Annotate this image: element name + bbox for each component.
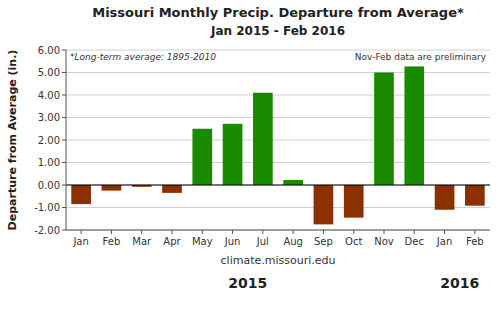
bar xyxy=(71,185,91,204)
bar xyxy=(374,73,394,186)
bar xyxy=(253,93,273,185)
bar xyxy=(192,129,212,185)
y-tick xyxy=(62,185,66,186)
grid-line xyxy=(66,50,490,51)
y-tick xyxy=(62,95,66,96)
x-axis xyxy=(66,230,490,231)
x-tick-label: Jun xyxy=(224,236,241,247)
grid-line xyxy=(66,185,490,186)
y-axis xyxy=(66,50,67,230)
x-tick xyxy=(202,230,203,234)
bar xyxy=(223,124,243,185)
y-axis-label: Departure from Average (in.) xyxy=(6,50,19,231)
y-tick xyxy=(62,117,66,118)
x-tick xyxy=(262,230,263,234)
annotation: *Long-term average: 1895-2010 xyxy=(70,52,216,62)
x-tick-label: Jan xyxy=(436,236,452,247)
bar xyxy=(314,185,334,224)
bar xyxy=(102,185,122,191)
grid-line xyxy=(66,230,490,231)
y-tick xyxy=(62,207,66,208)
x-tick xyxy=(323,230,324,234)
y-tick-label: 2.00 xyxy=(38,135,60,146)
x-tick xyxy=(111,230,112,234)
bar xyxy=(465,185,485,206)
grid-line xyxy=(66,117,490,118)
x-tick xyxy=(172,230,173,234)
title: Missouri Monthly Precip. Departure from … xyxy=(92,5,464,20)
x-axis-label: climate.missouri.edu xyxy=(221,254,336,267)
y-tick xyxy=(62,162,66,163)
y-tick-label: 1.00 xyxy=(38,157,60,168)
x-tick xyxy=(384,230,385,234)
x-tick xyxy=(232,230,233,234)
grid-line xyxy=(66,162,490,163)
grid-line xyxy=(66,140,490,141)
x-tick-label: Apr xyxy=(163,236,181,247)
x-tick xyxy=(293,230,294,234)
grid-line xyxy=(66,207,490,208)
y-tick xyxy=(62,140,66,141)
bars xyxy=(71,66,484,224)
bar xyxy=(435,185,455,210)
subtitle: Jan 2015 - Feb 2016 xyxy=(210,24,345,38)
zero-line xyxy=(66,185,490,186)
x-tick-label: Jan xyxy=(72,236,88,247)
y-tick-label: 0.00 xyxy=(38,180,60,191)
grid-line xyxy=(66,95,490,96)
x-tick xyxy=(414,230,415,234)
annotation: Nov-Feb data are preliminary xyxy=(355,52,487,62)
y-tick-label: -1.00 xyxy=(34,202,60,213)
group-label: 2016 xyxy=(440,275,479,291)
x-tick-label: Mar xyxy=(132,236,152,247)
x-tick xyxy=(81,230,82,234)
y-tick xyxy=(62,72,66,73)
x-tick-label: Dec xyxy=(405,236,424,247)
x-tick-label: Feb xyxy=(466,236,484,247)
x-tick xyxy=(444,230,445,234)
grid-line xyxy=(66,72,490,73)
x-tick-label: Oct xyxy=(345,236,362,247)
x-tick-label: Feb xyxy=(103,236,121,247)
y-tick-label: 6.00 xyxy=(38,45,60,56)
x-tick xyxy=(353,230,354,234)
x-tick-label: May xyxy=(192,236,213,247)
y-tick-label: 4.00 xyxy=(38,90,60,101)
x-tick xyxy=(141,230,142,234)
y-tick-label: 5.00 xyxy=(38,67,60,78)
bar xyxy=(162,185,182,193)
x-tick-label: Jul xyxy=(256,236,269,247)
y-tick xyxy=(62,230,66,231)
x-tick-label: Nov xyxy=(374,236,394,247)
x-tick-label: Aug xyxy=(283,236,303,247)
group-label: 2015 xyxy=(228,275,267,291)
bar xyxy=(283,180,303,185)
x-tick xyxy=(474,230,475,234)
bar xyxy=(404,66,424,185)
chart: Missouri Monthly Precip. Departure from … xyxy=(0,0,500,321)
x-tick-label: Sep xyxy=(314,236,333,247)
bar xyxy=(344,185,364,218)
y-tick-label: 3.00 xyxy=(38,112,60,123)
y-tick xyxy=(62,50,66,51)
y-tick-label: -2.00 xyxy=(34,225,60,236)
